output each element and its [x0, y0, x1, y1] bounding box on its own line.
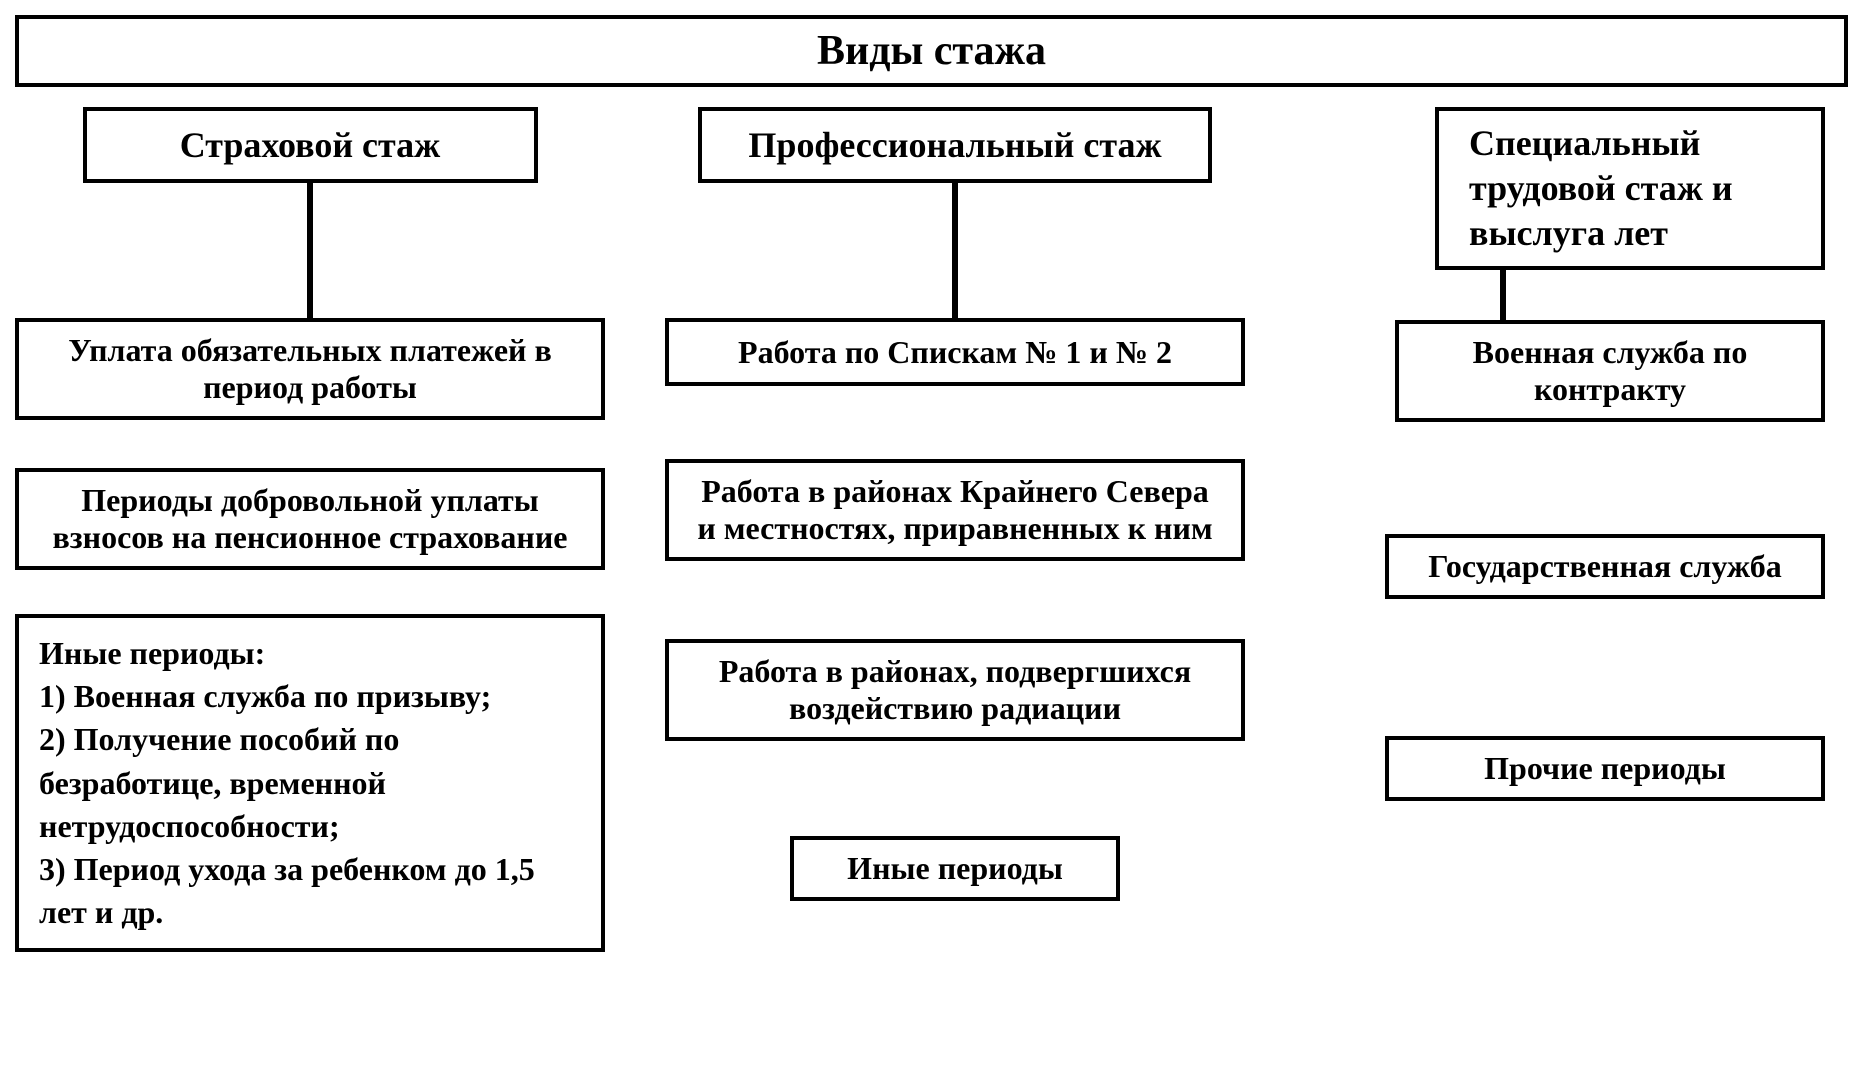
item-military-contract: Военная служба по контракту [1395, 320, 1825, 422]
item-mandatory-payments: Уплата обязательных платежей в период ра… [15, 318, 605, 420]
connector-professional [952, 183, 958, 318]
item-radiation-areas: Работа в районах, подвергшихся воздейств… [665, 639, 1245, 741]
item-lists-1-2: Работа по Спискам № 1 и № 2 [665, 318, 1245, 386]
diagram-title: Виды стажа [15, 15, 1848, 87]
item-state-service: Государственная служба [1385, 534, 1825, 599]
item-voluntary-contributions: Периоды добровольной уплаты взносов на п… [15, 468, 605, 570]
column-header-special: Специальный трудовой стаж и выслуга лет [1435, 107, 1825, 270]
item-other-periods-prof: Иные периоды [790, 836, 1120, 901]
item-other-periods-special: Прочие периоды [1385, 736, 1825, 801]
connector-special [1500, 270, 1506, 320]
column-header-insurance: Страховой стаж [83, 107, 538, 183]
column-insurance: Страховой стаж Уплата обязательных плате… [15, 107, 605, 952]
item-far-north: Работа в районах Крайнего Севера и местн… [665, 459, 1245, 561]
column-special: Специальный трудовой стаж и выслуга лет … [1305, 107, 1825, 952]
column-header-professional: Профессиональный стаж [698, 107, 1212, 183]
connector-insurance [307, 183, 313, 318]
item-other-periods-list: Иные периоды: 1) Военная служба по призы… [15, 614, 605, 952]
columns-container: Страховой стаж Уплата обязательных плате… [15, 107, 1848, 952]
column-professional: Профессиональный стаж Работа по Спискам … [665, 107, 1245, 952]
